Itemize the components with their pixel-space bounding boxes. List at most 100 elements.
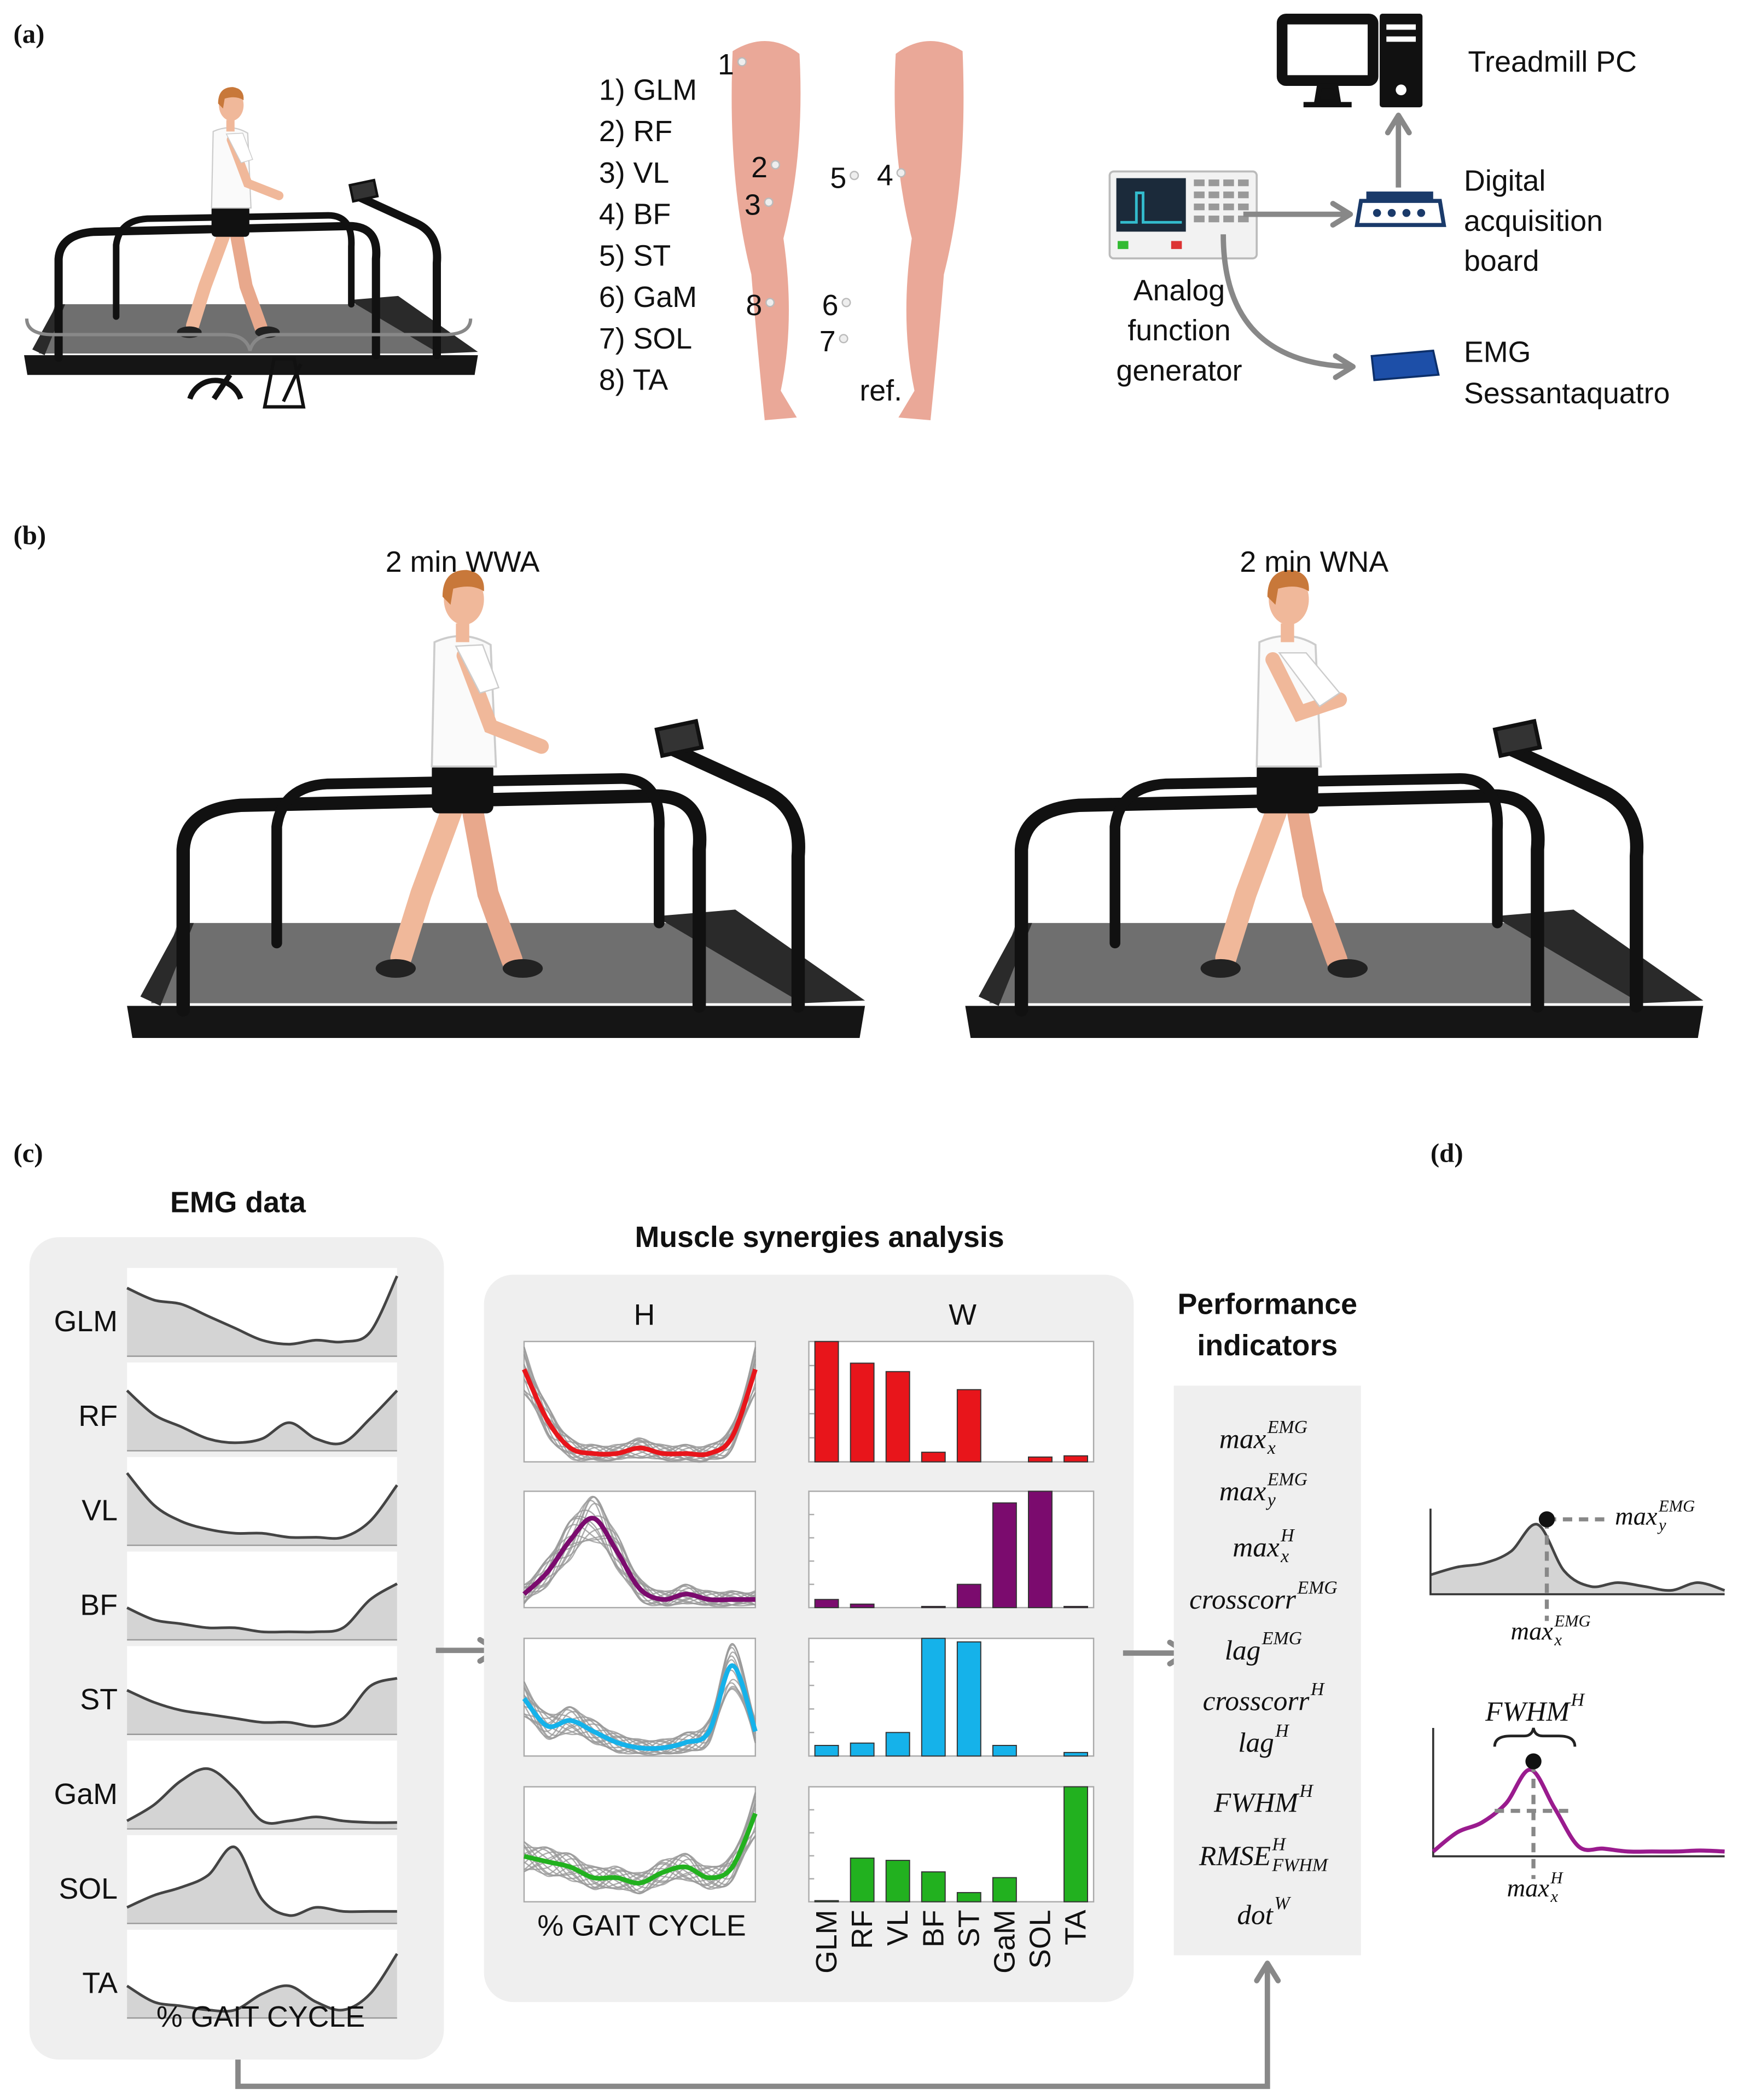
- h-trial: [524, 1808, 756, 1889]
- person: [177, 87, 284, 338]
- w-bar: [992, 1877, 1017, 1902]
- w-bar: [850, 1603, 875, 1609]
- math-base: max: [1615, 1503, 1658, 1530]
- console-post: [1504, 742, 1644, 1013]
- emg-device: [1370, 349, 1440, 381]
- label: GaM: [988, 1910, 1021, 1973]
- shorts: [1257, 762, 1318, 814]
- generator-key: [1238, 192, 1249, 199]
- detail-axes: [1429, 1509, 1725, 1596]
- hair: [1267, 570, 1309, 605]
- w-bar: [814, 1341, 839, 1463]
- generator-key: [1208, 179, 1219, 187]
- monitor-stand: [1303, 83, 1352, 108]
- h-trial: [523, 1347, 756, 1460]
- daq-top: [1366, 192, 1433, 202]
- metronome-icon: [263, 357, 306, 409]
- math-base: crosscorr: [1203, 1686, 1310, 1717]
- math-base: lag: [1225, 1635, 1261, 1666]
- label: GaM: [54, 1778, 118, 1811]
- emg-curve: [126, 1845, 397, 1917]
- emg-curve: [126, 1275, 399, 1346]
- generator-key: [1194, 179, 1205, 187]
- leg: [1286, 796, 1348, 971]
- emg-area: [127, 1847, 397, 1924]
- h-curve: [522, 1516, 755, 1603]
- label: EMG data: [170, 1186, 306, 1219]
- h-trial: [524, 1830, 756, 1890]
- math-sub: x: [1267, 1438, 1276, 1458]
- math-sup: H: [1299, 1781, 1313, 1801]
- label: 7) SOL: [599, 322, 692, 355]
- label: Digital: [1464, 165, 1545, 198]
- math-label: max xH: [1507, 1869, 1564, 1906]
- label: 8: [746, 289, 762, 322]
- math-sub: FWHM: [1271, 1855, 1328, 1876]
- h-curve: [522, 1368, 758, 1458]
- label: TA: [1060, 1910, 1092, 1945]
- math-base: RMSE: [1199, 1841, 1271, 1872]
- shoe: [502, 959, 543, 978]
- emg-curve: [126, 1767, 397, 1825]
- arrow-head: [1333, 353, 1356, 380]
- treadmill-base: [24, 355, 478, 375]
- daq: [1355, 199, 1446, 227]
- generator-key: [1171, 241, 1182, 250]
- math-base: crosscorr: [1189, 1584, 1297, 1615]
- generator-key: [1223, 192, 1234, 199]
- w-bar: [1063, 1455, 1088, 1463]
- leg: [229, 226, 268, 334]
- electrode: [765, 298, 775, 308]
- treadmill-side: [655, 909, 865, 1003]
- label: board: [1464, 245, 1539, 277]
- console: [654, 718, 704, 758]
- math-label: crosscorr H: [1203, 1679, 1325, 1717]
- treadmill-side: [1493, 909, 1704, 1003]
- math-label: FWHM H: [1485, 1690, 1585, 1728]
- label: 2) RF: [599, 115, 672, 148]
- w-bar: [885, 1371, 910, 1463]
- w-bar: [850, 1857, 875, 1902]
- w-bar: [992, 1502, 1017, 1609]
- generator-signal: [1120, 192, 1182, 224]
- h-trial: [523, 1686, 756, 1754]
- leg: [186, 226, 231, 333]
- label: SOL: [1024, 1910, 1056, 1969]
- math-sub: x: [1280, 1546, 1289, 1567]
- label: (c): [13, 1138, 43, 1168]
- sleeve: [225, 132, 253, 164]
- label: 4) BF: [599, 198, 671, 231]
- treadmill: [965, 570, 1704, 1039]
- treadmill: [127, 570, 865, 1039]
- label: BF: [80, 1588, 118, 1621]
- label: 5: [830, 162, 846, 195]
- tower-detail: [1386, 36, 1416, 42]
- generator-key: [1223, 179, 1234, 187]
- generator-key: [1238, 179, 1249, 187]
- console: [348, 178, 379, 203]
- shoe: [375, 959, 416, 978]
- treadmill: [24, 87, 478, 375]
- arrow-head: [1330, 201, 1353, 228]
- w-bar: [956, 1892, 981, 1902]
- console: [1492, 718, 1543, 758]
- math-label: crosscorr EMG: [1189, 1577, 1338, 1615]
- w-bar: [921, 1638, 946, 1757]
- label: 7: [819, 325, 836, 358]
- label: RF: [78, 1400, 118, 1432]
- math-base: lag: [1238, 1727, 1274, 1758]
- generator-key: [1194, 216, 1205, 223]
- shorts: [432, 762, 493, 814]
- label: 3: [745, 188, 761, 221]
- generator-key: [1238, 204, 1249, 211]
- label: RF: [846, 1910, 879, 1949]
- h-trial: [524, 1364, 756, 1462]
- electrode: [841, 298, 851, 308]
- speed-needle: [211, 373, 232, 401]
- w-bar: [1063, 1751, 1088, 1757]
- h-trial: [524, 1651, 756, 1754]
- treadmill-side: [348, 295, 478, 354]
- w-bar: [885, 1732, 910, 1757]
